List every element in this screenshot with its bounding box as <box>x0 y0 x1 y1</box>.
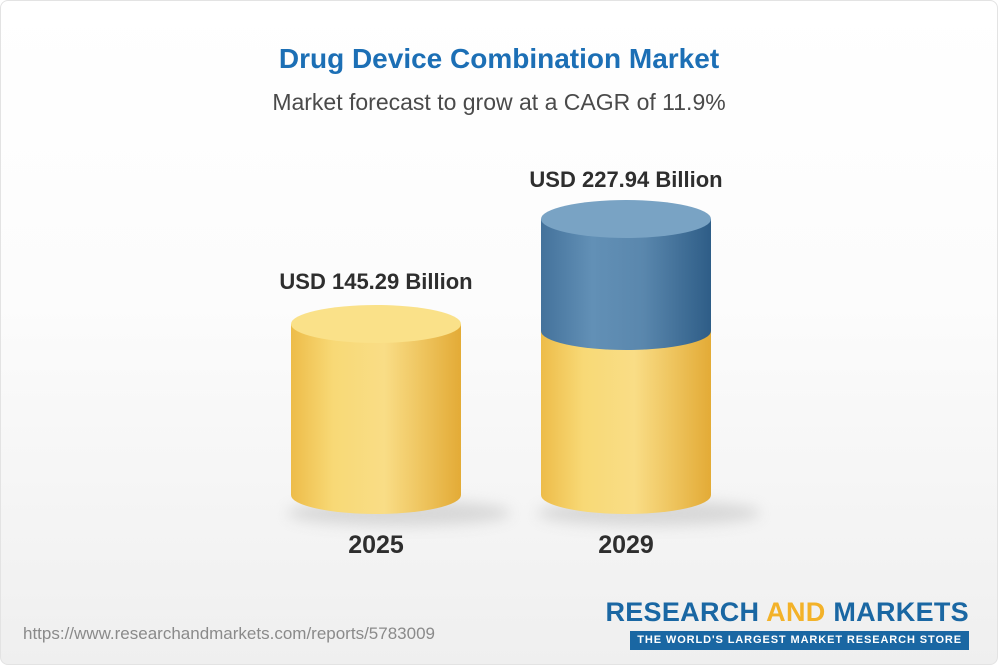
value-label-2025: USD 145.29 Billion <box>279 269 473 294</box>
logo-tagline: THE WORLD'S LARGEST MARKET RESEARCH STOR… <box>630 631 969 650</box>
axis-label-2029: 2029 <box>598 531 654 559</box>
logo-word-research: RESEARCH <box>605 597 760 627</box>
bar-2029-base-body <box>541 319 711 514</box>
logo-word-markets: MARKETS <box>833 597 969 627</box>
logo-wordmark: RESEARCH AND MARKETS <box>605 599 969 626</box>
chart-subtitle: Market forecast to grow at a CAGR of 11.… <box>272 89 726 115</box>
logo-word-and: AND <box>766 597 826 627</box>
axis-label-2025: 2025 <box>348 531 404 559</box>
bar-2025-top <box>291 305 461 343</box>
chart-title: Drug Device Combination Market <box>278 43 720 74</box>
report-url: https://www.researchandmarkets.com/repor… <box>23 624 435 643</box>
bar-2025-cylinder <box>291 305 461 514</box>
bar-2029-cylinder <box>541 200 711 514</box>
bar-2029-growth-body <box>541 219 711 350</box>
bar-2025-body <box>291 324 461 514</box>
bar-2029-top <box>541 200 711 238</box>
value-label-2029: USD 227.94 Billion <box>529 167 723 192</box>
research-and-markets-logo: RESEARCH AND MARKETS THE WORLD'S LARGEST… <box>605 599 969 650</box>
